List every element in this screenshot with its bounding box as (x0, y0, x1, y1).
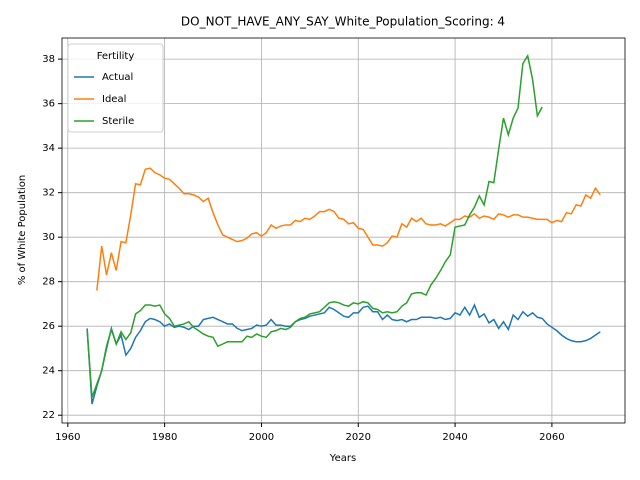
legend-box (67, 43, 164, 133)
y-tick-label: 30 (42, 232, 55, 243)
x-tick-label: 1960 (55, 432, 80, 443)
line-series (86, 303, 601, 405)
chart-title: DO_NOT_HAVE_ANY_SAY_White_Population_Sco… (181, 15, 505, 29)
legend-label: Ideal (102, 94, 126, 105)
x-tick-label: 2060 (539, 432, 564, 443)
y-axis-label: % of White Population (17, 175, 28, 285)
legend-label: Sterile (102, 116, 134, 127)
y-tick-label: 28 (42, 277, 55, 288)
x-tick-label: 1980 (152, 432, 177, 443)
y-tick-label: 34 (42, 143, 55, 154)
y-tick-label: 36 (42, 99, 55, 110)
x-tick-label: 2040 (442, 432, 467, 443)
y-tick-label: 38 (42, 54, 55, 65)
y-tick-label: 24 (42, 366, 55, 377)
line-series (86, 53, 543, 398)
line-series (96, 167, 601, 291)
legend-title: Fertility (97, 51, 135, 62)
x-tick-label: 2020 (346, 432, 371, 443)
x-tick-label: 2000 (249, 432, 274, 443)
y-tick-label: 32 (42, 188, 55, 199)
legend-label: Actual (102, 72, 133, 83)
plot-frame (61, 37, 626, 424)
y-tick-label: 26 (42, 321, 55, 332)
x-axis-label: Years (329, 453, 356, 464)
y-tick-label: 22 (42, 410, 55, 421)
